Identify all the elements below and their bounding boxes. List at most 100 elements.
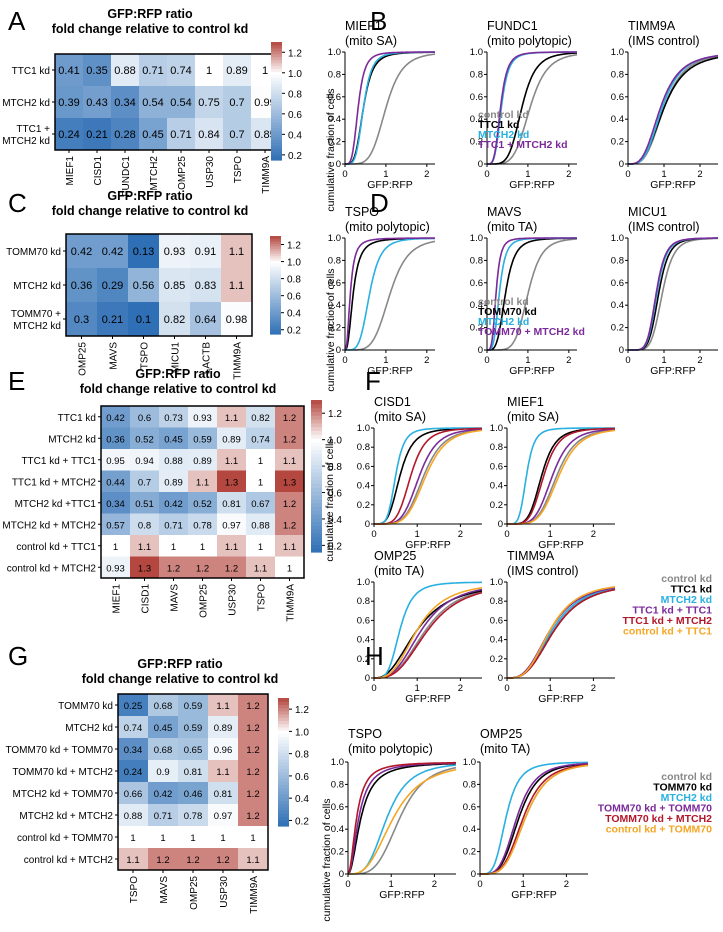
- colorbar-segment: [278, 813, 289, 817]
- x-tick-label: 0: [345, 879, 350, 890]
- heatmap-value: 1.2: [246, 789, 259, 800]
- y-tick-label: 0.4: [463, 824, 476, 835]
- colorbar-segment: [278, 736, 289, 741]
- heatmap-cell: [246, 470, 276, 493]
- legend-entry: control kd: [478, 109, 529, 121]
- colorbar-segment: [270, 270, 281, 274]
- heatmap-cell: [208, 848, 239, 871]
- heatmap-cell: [275, 535, 305, 557]
- heatmap-cell: [217, 406, 247, 428]
- y-tick-label: 0: [478, 159, 483, 170]
- colorbar-tick-label: 0.6: [328, 489, 342, 500]
- cdf-subplot: MIEF1(mito SA) 0 1 2 0 0.2 0.4 0.6 0.8 1.0 GFP:RFP: [490, 395, 616, 551]
- x-tick-label: 2: [458, 529, 463, 540]
- subplot-title: OMP25: [374, 549, 416, 563]
- colorbar-segment: [270, 238, 281, 242]
- colorbar-segment: [271, 86, 282, 90]
- heatmap-cell: [275, 449, 305, 471]
- colorbar-segment: [270, 326, 281, 330]
- heatmap-cell: [217, 449, 247, 471]
- cdf-curve: [344, 237, 435, 351]
- x-tick-label: 1: [548, 683, 553, 694]
- colorbar-segment: [270, 272, 281, 276]
- heatmap-col-label: OMP25: [78, 342, 89, 376]
- cdf-curve: [374, 591, 483, 679]
- heatmap-cell: [246, 535, 276, 557]
- heatmap-value: 0.7: [229, 129, 244, 141]
- heatmap-row-label: TOMM70 +: [11, 309, 61, 320]
- heatmap-cell: [148, 738, 179, 761]
- legend-entry: control kd + TTC1: [623, 626, 712, 638]
- x-tick-label: 0: [625, 355, 630, 366]
- heatmap-value: 1: [287, 563, 292, 574]
- cdf-curve: [507, 587, 616, 679]
- colorbar-segment: [271, 44, 282, 49]
- colorbar-segment: [278, 771, 289, 776]
- heatmap-title: GFP:RFP ratio: [137, 657, 223, 671]
- colorbar-segment: [311, 453, 322, 458]
- colorbar-segment: [278, 768, 289, 773]
- colorbar-tick-label: 0.6: [295, 772, 309, 783]
- colorbar-segment: [270, 258, 281, 262]
- colorbar-segment: [270, 316, 281, 320]
- colorbar-segment: [311, 457, 322, 462]
- subplot-title: MIEF1: [507, 395, 544, 409]
- x-axis-label: GFP:RFP: [538, 693, 584, 705]
- colorbar-segment: [271, 136, 282, 140]
- subplot-subtitle: (mito polytopic): [348, 742, 433, 756]
- y-tick-label: 0.6: [470, 92, 483, 103]
- cdf-curve: [348, 768, 457, 875]
- heatmap-row-label: control kd + TOMM70: [17, 833, 113, 844]
- legend-entry: MTCH2 kd: [478, 316, 529, 328]
- y-tick-label: 0: [498, 519, 503, 530]
- colorbar-segment: [271, 80, 282, 84]
- colorbar-segment: [270, 299, 281, 303]
- heatmap-cell: [190, 302, 222, 337]
- x-axis-label: GFP:RFP: [650, 179, 696, 191]
- heatmap-title: GFP:RFP ratio: [135, 367, 221, 381]
- x-tick-label: 0: [504, 529, 509, 540]
- heatmap-row-label: control kd + TTC1: [16, 542, 96, 553]
- heatmap-row-label: MTCH2 kd: [65, 723, 113, 734]
- heatmap-cell: [148, 782, 179, 805]
- heatmap-cell: [208, 760, 239, 783]
- heatmap-cell: [148, 826, 179, 849]
- y-tick-label: 0.8: [331, 779, 344, 790]
- heatmap-cell: [118, 804, 149, 827]
- cdf-curve: [507, 587, 616, 679]
- cdf-curve: [507, 588, 616, 679]
- colorbar-segment: [311, 521, 322, 526]
- heatmap-value: 0.84: [198, 129, 219, 141]
- colorbar-segment: [311, 540, 322, 545]
- y-tick-label: 0: [498, 673, 503, 684]
- colorbar-segment: [278, 717, 289, 721]
- heatmap-col-label: OMP25: [199, 584, 210, 618]
- colorbar-segment: [311, 441, 322, 447]
- heatmap-value: 0.54: [142, 97, 163, 109]
- colorbar-segment: [270, 297, 281, 301]
- colorbar-segment: [278, 758, 289, 763]
- heatmap-value: 1.2: [283, 520, 296, 531]
- colorbar-segment: [311, 544, 322, 549]
- x-tick-label: 2: [697, 169, 702, 180]
- heatmap-cell: [246, 513, 276, 536]
- y-tick-label: 0.8: [490, 442, 503, 453]
- colorbar-segment: [270, 304, 281, 308]
- heatmap-cell: [130, 470, 160, 493]
- colorbar-segment: [311, 506, 322, 511]
- heatmap-value: 0.89: [226, 65, 247, 77]
- y-tick-label: 1.0: [463, 757, 476, 768]
- colorbar-segment: [270, 245, 281, 249]
- colorbar-segment: [311, 419, 322, 424]
- heatmap-cell: [188, 535, 218, 557]
- heatmap-value: 0.71: [164, 520, 183, 531]
- heatmap-cell: [246, 492, 276, 514]
- heatmap-value: 0.74: [124, 723, 143, 734]
- heatmap-row-label: MTCH2 kd + MTCH2: [2, 520, 96, 531]
- heatmap-value: 1: [160, 833, 165, 844]
- heatmap-value: 1.2: [246, 701, 259, 712]
- colorbar-segment: [270, 329, 281, 333]
- y-tick-label: 0: [336, 345, 341, 356]
- heatmap-cell: [246, 449, 276, 471]
- colorbar-segment: [311, 533, 322, 538]
